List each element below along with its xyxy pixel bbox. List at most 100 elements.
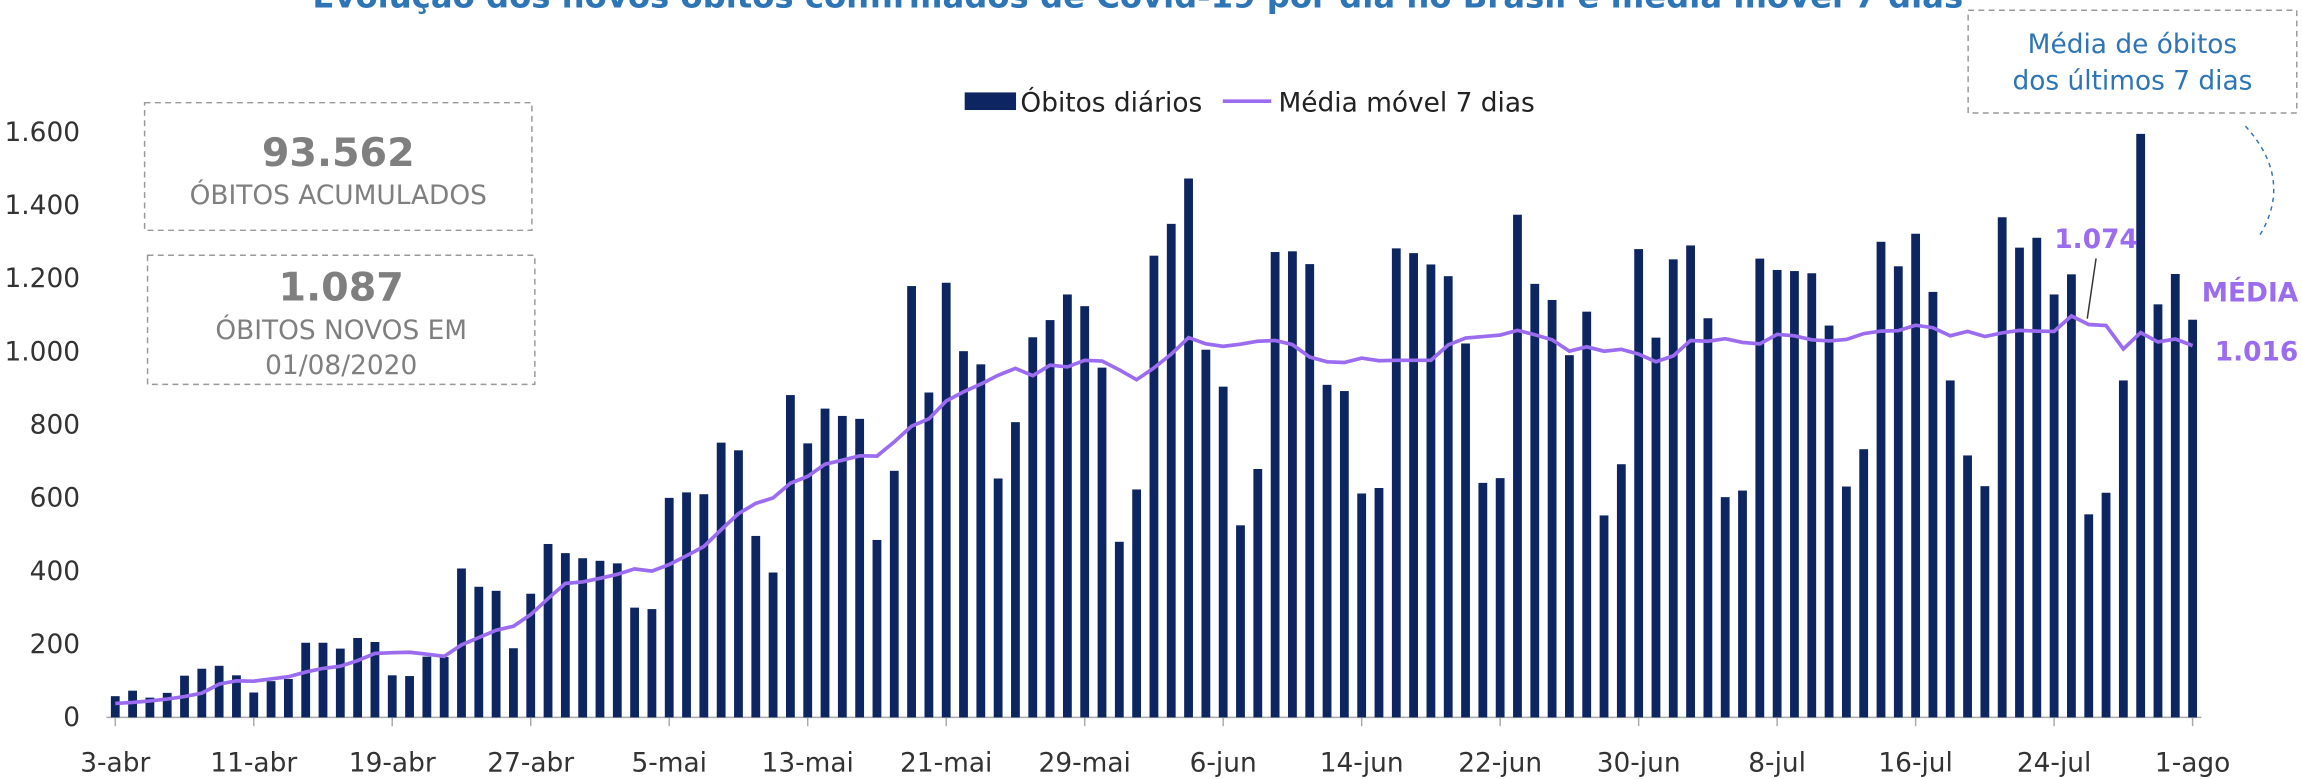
bar [2188,319,2198,718]
x-tick-label: 11-abr [210,748,297,779]
bar [1530,283,1540,718]
bar [1478,482,1488,718]
bar [803,443,813,718]
x-tick-label: 22-jun [1458,748,1542,779]
bar [872,539,882,718]
bar [1062,294,1072,718]
bar [1790,271,1799,718]
bar [353,637,363,718]
bar [768,572,778,718]
y-tick-label: 200 [30,629,80,660]
bar [907,286,916,718]
x-tick-label: 5-mai [631,748,707,779]
bar [1928,291,1938,718]
bar [560,553,570,718]
x-tick-label: 1-ago [2155,748,2230,779]
bar [1357,493,1367,718]
stat-value: 1.087 [279,265,404,311]
y-tick-label: 1.000 [4,336,80,367]
bar [1997,217,2007,718]
bar [1513,214,1522,718]
bar [387,675,397,718]
bar [2067,274,2076,718]
x-tick-label: 13-mai [762,748,854,779]
bar [110,696,120,718]
bar [405,676,414,718]
moving-average-line [115,313,2194,706]
bar [1149,255,1159,718]
x-tick-label: 16-jul [1878,748,1953,779]
bar [1772,269,1782,718]
bar [2153,304,2163,718]
y-tick-label: 800 [30,410,80,441]
x-tick-label: 29-mai [1039,748,1131,779]
bar [1184,178,1193,718]
bar [1045,320,1055,718]
bar [509,648,518,718]
x-tick-label: 6-jun [1190,748,1257,779]
bar [301,642,311,718]
bar [1738,490,1747,718]
bar [2118,380,2128,718]
bar [2170,273,2180,718]
bar [232,675,241,718]
bar [1270,252,1280,718]
bar [145,697,155,718]
bar [1564,355,1574,718]
bar [785,395,795,718]
bar [1582,311,1592,718]
x-tick-label: 19-abr [349,748,436,779]
bar [214,665,224,718]
legend-label: Óbitos diários [1020,86,1202,118]
bar [1911,233,1921,718]
bar [2032,237,2042,718]
y-tick-label: 1.200 [4,263,80,294]
bar [1634,249,1644,718]
bar [1339,391,1349,718]
bar [1080,306,1090,718]
bar [1409,253,1419,718]
bar [1755,258,1765,718]
bar [1841,486,1851,718]
bar [2015,247,2024,718]
stat-label: ÓBITOS ACUMULADOS [190,179,487,211]
y-tick-label: 400 [30,556,80,587]
x-tick-label: 14-jun [1320,748,1404,779]
bar [1720,497,1730,718]
bar [820,408,830,718]
leader-line [2086,258,2097,319]
bar [1686,245,1695,718]
value-label: 1.074 [2054,224,2137,255]
bar [1201,349,1211,718]
bar [941,282,951,718]
callout-text: Média de óbitos [2028,29,2238,60]
bar [1859,449,1869,718]
bar [335,648,345,718]
bar [1218,386,1228,718]
bar [1703,318,1713,718]
bar [716,442,726,718]
chart-title: Evolução dos novos óbitos confirmados de… [312,0,1963,15]
bar [993,478,1003,718]
bar [1893,266,1903,718]
stat-box [143,101,533,232]
bar [1980,486,1990,718]
bar [370,642,380,718]
bar [578,558,588,718]
value-label: 1.016 [2215,336,2298,367]
bar [2101,492,2111,718]
x-tick-label: 21-mai [900,748,992,779]
bar [1945,380,1955,718]
bar [1616,464,1626,718]
bar [924,392,934,718]
callout-text: dos últimos 7 dias [2012,65,2252,96]
x-tick-label: 8-jul [1748,748,1806,779]
bar [2049,294,2059,718]
stat-value: 93.562 [262,130,415,176]
stat-label: ÓBITOS NOVOS EM [215,314,467,346]
bar [1426,264,1436,718]
bar [1028,337,1038,718]
bar [1963,455,1972,718]
bar [837,415,847,718]
bar [1322,384,1332,718]
